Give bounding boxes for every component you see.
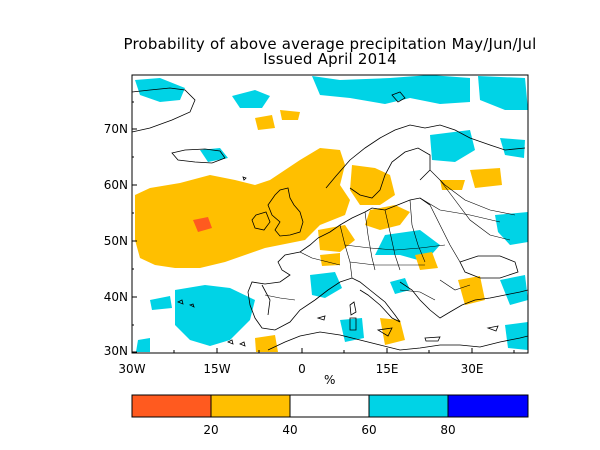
colorbar-segment-0-20 — [132, 395, 211, 417]
lon-label-15e: 15E — [375, 362, 399, 376]
colorbar-segment-20-40 — [211, 395, 290, 417]
map-title: Probability of above average precipitati… — [123, 35, 537, 53]
map-panel — [131, 74, 529, 354]
colorbar-tick-60: 60 — [361, 423, 377, 437]
lat-label-50n: 50N — [103, 234, 128, 248]
colorbar — [131, 394, 529, 418]
colorbar-segment-40-60 — [290, 395, 369, 417]
map-frame — [131, 74, 529, 354]
lat-label-30n: 30N — [103, 344, 128, 358]
map-subtitle: Issued April 2014 — [263, 50, 397, 68]
colorbar-tick-40: 40 — [282, 423, 298, 437]
red-probability-area — [193, 217, 212, 232]
colorbar-tick-80: 80 — [440, 423, 456, 437]
cyan-probability-areas — [135, 75, 528, 352]
lat-label-60n: 60N — [103, 178, 128, 192]
lon-label-15w: 15W — [203, 362, 231, 376]
colorbar-segment-80-100 — [448, 395, 528, 417]
coastlines — [131, 87, 529, 351]
unit-label: % — [324, 373, 336, 387]
lat-label-70n: 70N — [103, 122, 128, 136]
lon-label-30w: 30W — [118, 362, 146, 376]
lon-label-30e: 30E — [460, 362, 484, 376]
latitude-ticks — [132, 101, 137, 353]
country-borders — [264, 169, 516, 301]
longitude-ticks — [131, 348, 515, 353]
lat-label-40n: 40N — [103, 290, 128, 304]
colorbar-segment-60-80 — [369, 395, 448, 417]
colorbar-tick-20: 20 — [203, 423, 219, 437]
lon-label-0: 0 — [298, 362, 306, 376]
